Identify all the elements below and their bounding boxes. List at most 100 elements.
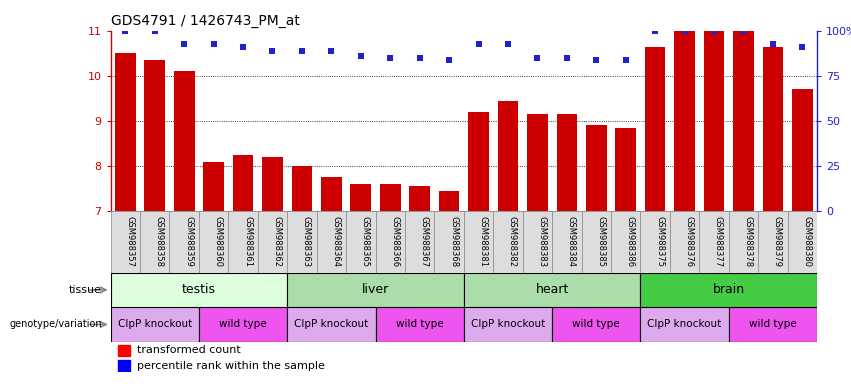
- Point: [118, 28, 132, 34]
- Text: brain: brain: [712, 283, 745, 296]
- Point: [707, 28, 721, 34]
- Text: GSM988377: GSM988377: [714, 216, 723, 267]
- Point: [766, 41, 780, 47]
- Point: [648, 28, 662, 34]
- Text: GSM988379: GSM988379: [773, 216, 782, 267]
- Bar: [640, 211, 670, 273]
- Bar: [640, 307, 728, 342]
- Bar: [199, 211, 228, 273]
- Bar: [728, 211, 758, 273]
- Bar: [611, 211, 640, 273]
- Bar: [552, 307, 640, 342]
- Bar: [468, 112, 488, 211]
- Text: genotype/variation: genotype/variation: [9, 319, 102, 329]
- Text: GSM988378: GSM988378: [744, 216, 752, 267]
- Text: GSM988367: GSM988367: [420, 216, 429, 267]
- Point: [471, 41, 485, 47]
- Bar: [292, 166, 312, 211]
- Text: transformed count: transformed count: [138, 345, 241, 355]
- Text: GSM988386: GSM988386: [625, 216, 635, 267]
- Bar: [111, 273, 287, 307]
- Point: [737, 28, 751, 34]
- Point: [619, 57, 632, 63]
- Bar: [380, 184, 401, 211]
- Bar: [787, 211, 817, 273]
- Text: GSM988364: GSM988364: [331, 216, 340, 267]
- Point: [354, 53, 368, 59]
- Text: GSM988361: GSM988361: [243, 216, 252, 267]
- Bar: [527, 114, 548, 211]
- Text: ClpP knockout: ClpP knockout: [471, 319, 545, 329]
- Bar: [434, 211, 464, 273]
- Text: GSM988368: GSM988368: [449, 216, 458, 267]
- Bar: [321, 177, 341, 211]
- Point: [530, 55, 544, 61]
- Point: [237, 43, 250, 50]
- Point: [560, 55, 574, 61]
- Bar: [557, 114, 577, 211]
- Bar: [464, 273, 640, 307]
- Bar: [792, 89, 813, 211]
- Bar: [498, 101, 518, 211]
- Point: [413, 55, 426, 61]
- Text: ClpP knockout: ClpP knockout: [648, 319, 722, 329]
- Point: [295, 48, 309, 54]
- Bar: [287, 273, 464, 307]
- Bar: [140, 211, 169, 273]
- Bar: [351, 184, 371, 211]
- Text: GSM988376: GSM988376: [684, 216, 694, 267]
- Bar: [375, 307, 464, 342]
- Text: wild type: wild type: [220, 319, 267, 329]
- Bar: [262, 157, 283, 211]
- Text: GSM988359: GSM988359: [184, 216, 193, 267]
- Point: [590, 57, 603, 63]
- Bar: [117, 345, 130, 356]
- Text: GSM988358: GSM988358: [155, 216, 163, 267]
- Point: [443, 57, 456, 63]
- Point: [384, 55, 397, 61]
- Text: GSM988357: GSM988357: [125, 216, 134, 267]
- Bar: [346, 211, 375, 273]
- Bar: [615, 128, 636, 211]
- Point: [324, 48, 338, 54]
- Bar: [494, 211, 523, 273]
- Point: [177, 41, 191, 47]
- Bar: [552, 211, 581, 273]
- Bar: [704, 31, 724, 211]
- Text: wild type: wild type: [749, 319, 797, 329]
- Text: tissue: tissue: [69, 285, 102, 295]
- Point: [207, 41, 220, 47]
- Bar: [203, 162, 224, 211]
- Bar: [523, 211, 552, 273]
- Bar: [670, 211, 700, 273]
- Bar: [228, 211, 258, 273]
- Bar: [733, 31, 754, 211]
- Text: liver: liver: [362, 283, 389, 296]
- Bar: [287, 211, 317, 273]
- Text: wild type: wild type: [396, 319, 443, 329]
- Text: GSM988380: GSM988380: [802, 216, 811, 267]
- Bar: [464, 307, 552, 342]
- Bar: [111, 211, 140, 273]
- Text: ClpP knockout: ClpP knockout: [294, 319, 368, 329]
- Text: GDS4791 / 1426743_PM_at: GDS4791 / 1426743_PM_at: [111, 14, 300, 28]
- Point: [677, 28, 691, 34]
- Text: percentile rank within the sample: percentile rank within the sample: [138, 361, 325, 371]
- Text: GSM988385: GSM988385: [597, 216, 605, 267]
- Bar: [258, 211, 287, 273]
- Bar: [317, 211, 346, 273]
- Text: wild type: wild type: [573, 319, 620, 329]
- Bar: [375, 211, 405, 273]
- Bar: [645, 46, 665, 211]
- Bar: [233, 155, 254, 211]
- Bar: [439, 191, 460, 211]
- Text: GSM988382: GSM988382: [508, 216, 517, 267]
- Bar: [409, 186, 430, 211]
- Point: [148, 28, 162, 34]
- Bar: [145, 60, 165, 211]
- Bar: [581, 211, 611, 273]
- Text: GSM988363: GSM988363: [302, 216, 311, 267]
- Bar: [640, 273, 817, 307]
- Bar: [405, 211, 434, 273]
- Bar: [586, 126, 607, 211]
